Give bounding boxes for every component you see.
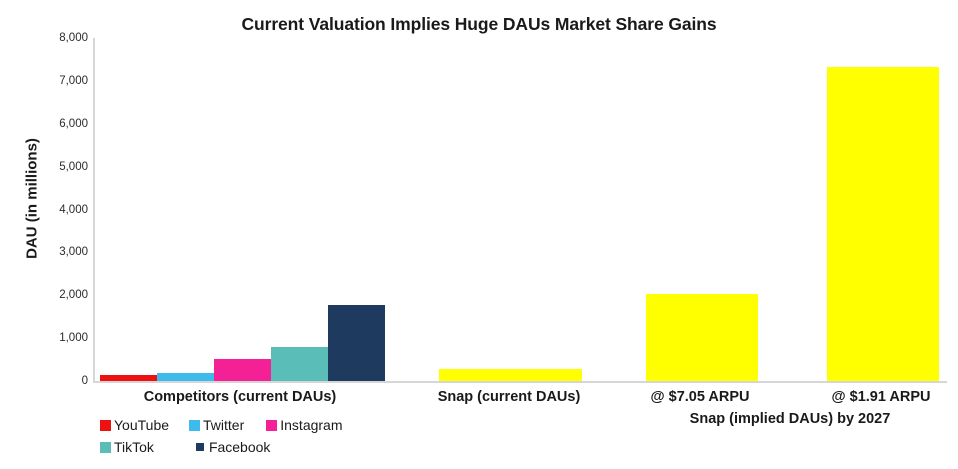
legend-swatch-icon: [195, 443, 204, 451]
y-axis-tick-label: 2,000: [59, 289, 88, 302]
legend-item-label: YouTube: [114, 417, 170, 433]
y-axis-title: DAU (in millions): [23, 138, 41, 259]
y-axis-tick-label: 0: [81, 375, 88, 387]
legend-item-instagram[interactable]: Instagram: [266, 417, 343, 433]
legend-row-secondary: TikTok Facebook: [100, 436, 420, 458]
legend-item-label: TikTok: [114, 439, 154, 455]
legend-item-twitter[interactable]: Twitter: [189, 417, 244, 433]
x-axis-group-sublabel: Snap (implied DAUs) by 2027: [689, 411, 891, 427]
y-axis-tick-label: 6,000: [59, 117, 88, 130]
bar-facebook: [328, 304, 385, 381]
bar-twitter: [157, 372, 214, 381]
y-axis-tick-label: 8,000: [59, 32, 88, 44]
bar-tiktok: [271, 346, 328, 381]
legend-row-primary: YouTube Twitter Instagram: [100, 414, 420, 436]
y-axis-tick-label: 1,000: [59, 332, 88, 345]
legend-item-facebook[interactable]: Facebook: [194, 439, 270, 455]
x-axis-category-labels: Competitors (current DAUs) Snap (current …: [93, 389, 945, 411]
legend-item-label: Twitter: [203, 417, 245, 433]
plot-area: 8,000 7,000 6,000 5,000 4,000 3,000 2,000 1,000…: [59, 32, 947, 387]
legend-item-label: Instagram: [280, 417, 343, 433]
legend-item-youtube[interactable]: YouTube: [100, 417, 169, 433]
y-axis-tick-label: 3,000: [59, 246, 88, 259]
x-axis-label-1: Competitors (current DAUs): [143, 389, 337, 405]
y-axis-tick-label: 7,000: [59, 74, 88, 87]
legend-swatch-icon: [100, 419, 111, 431]
legend-swatch-icon: [266, 419, 278, 431]
legend-swatch-icon: [189, 419, 201, 431]
x-axis-label-3: @ $7.05 ARPU: [650, 389, 750, 405]
bar-series: [95, 38, 947, 381]
x-axis-label-2: Snap (current DAUs): [437, 389, 581, 405]
y-axis-tick-label: 4,000: [59, 203, 88, 216]
legend-item-tiktok[interactable]: TikTok: [100, 439, 154, 455]
legend-swatch-icon: [100, 441, 111, 453]
bar-7-05-arpu: [646, 293, 758, 381]
bar-1-91-arpu: [827, 66, 939, 381]
legend-item-label: Facebook: [208, 439, 271, 455]
chart-legend: YouTube Twitter Instagram TikTok Facebook: [100, 414, 420, 458]
bar-snap-current-daus: [439, 369, 582, 381]
bar-instagram: [214, 358, 271, 381]
y-axis-tick-label: 5,000: [59, 160, 88, 173]
chart-title: Current Valuation Implies Huge DAUs Mark…: [241, 14, 717, 34]
x-axis-label-4: @ $1.91 ARPU: [831, 389, 931, 405]
bar-youtube: [100, 375, 157, 381]
